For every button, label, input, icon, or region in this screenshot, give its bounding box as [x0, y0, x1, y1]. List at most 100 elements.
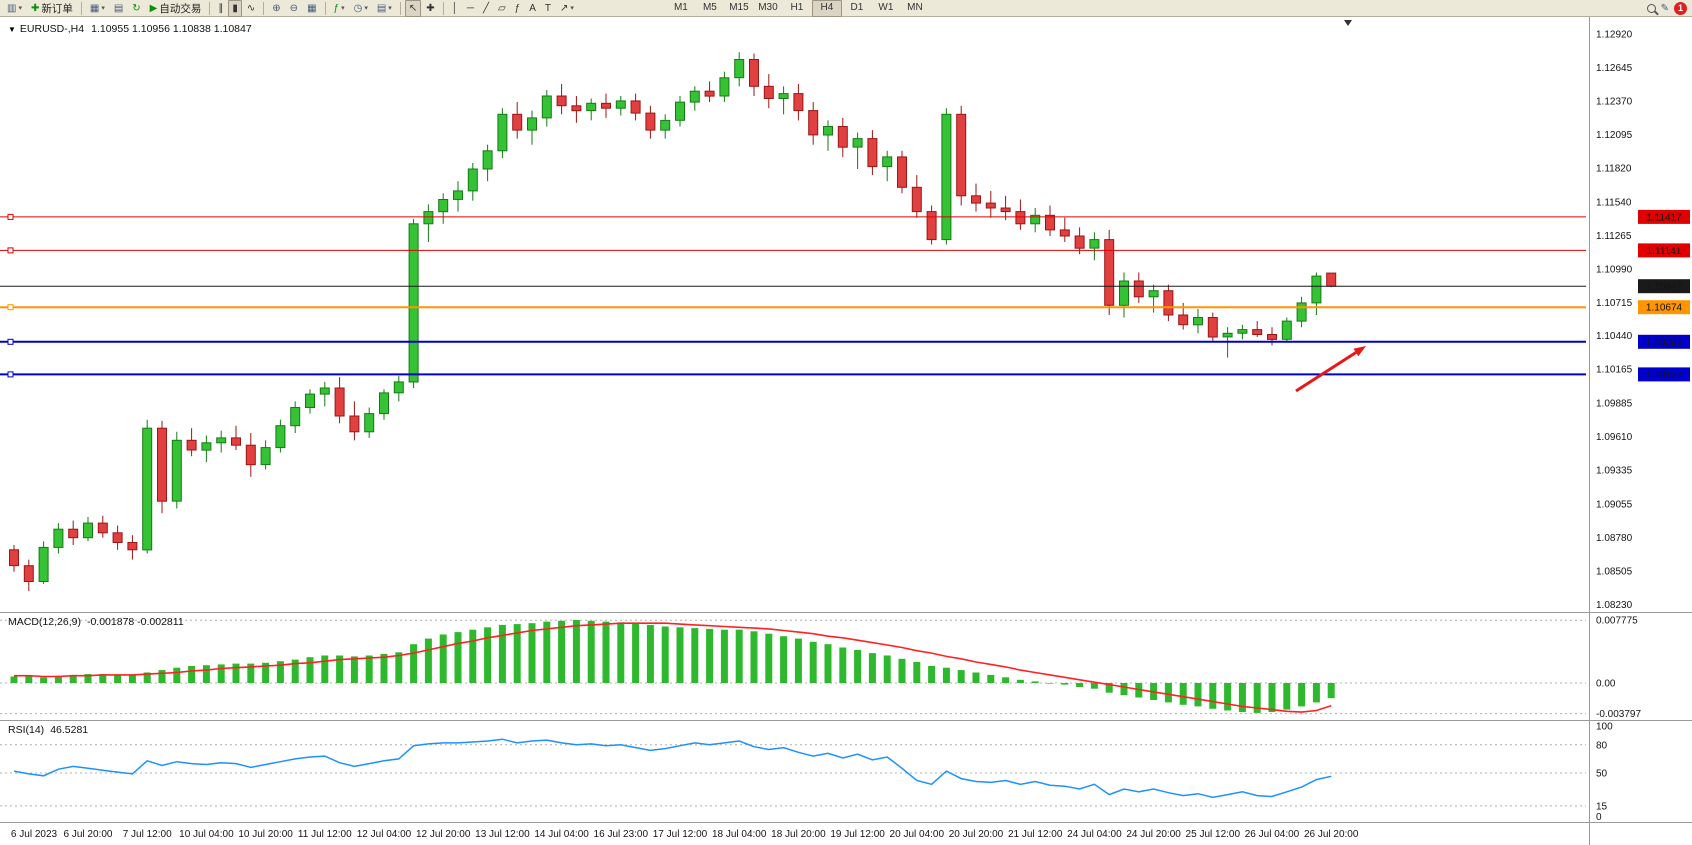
text-button[interactable]: A: [525, 0, 540, 17]
crosshair-icon: ✚: [426, 2, 435, 14]
time-axis-label: 24 Jul 20:00: [1126, 829, 1181, 840]
timeframe-w1-button[interactable]: W1: [878, 1, 894, 13]
candle-body: [1326, 272, 1337, 287]
macd-histogram-bar: [380, 653, 388, 683]
macd-histogram-bar: [661, 626, 669, 683]
search-icon[interactable]: [1646, 3, 1656, 13]
time-axis-label: 20 Jul 04:00: [890, 829, 945, 840]
candle-body: [23, 565, 34, 583]
price-badge-label: 1.10122: [1646, 370, 1683, 381]
macd-histogram-bar: [572, 620, 580, 683]
chart-title: ▼ EURUSD-,H4 1.10955 1.10956 1.10838 1.108…: [8, 23, 252, 35]
macd-histogram-bar: [824, 644, 832, 683]
trendline-button[interactable]: ╱: [479, 0, 493, 17]
macd-histogram-bar: [676, 627, 684, 683]
zoom-out-button[interactable]: ⊖: [286, 0, 302, 17]
price-badge-label: 1.10847: [1646, 282, 1683, 293]
candle-body: [157, 427, 167, 502]
fibonacci-button[interactable]: ƒ: [511, 0, 525, 17]
rsi-line: [13, 738, 1332, 799]
profiles-button[interactable]: ▦ ▾: [86, 0, 109, 17]
chevron-down-icon: ▾: [388, 5, 392, 12]
periods-button[interactable]: ◷ ▾: [350, 0, 372, 17]
candle-body: [245, 444, 256, 466]
refresh-button[interactable]: ↻: [128, 0, 144, 17]
time-axis-label: 20 Jul 20:00: [949, 829, 1004, 840]
macd-histogram-bar: [1194, 683, 1202, 707]
chevron-down-icon: ▾: [341, 5, 345, 12]
candle-body: [53, 528, 64, 548]
price-axis-label: 1.09335: [1596, 466, 1633, 477]
channel-button[interactable]: ▱: [494, 0, 510, 17]
cursor-button[interactable]: ↖: [404, 0, 422, 17]
price-badge-resistance-2: [1638, 243, 1690, 258]
indicators-button[interactable]: ƒ ▾: [330, 0, 349, 17]
macd-histogram-bar: [691, 628, 699, 683]
macd-histogram-bar: [839, 647, 847, 683]
macd-scale-label: 0.00: [1596, 679, 1616, 690]
annotation-arrow-line[interactable]: [1295, 351, 1357, 393]
notification-badge[interactable]: 1: [1674, 1, 1687, 15]
rsi-label: RSI(14) 46.5281: [8, 724, 88, 736]
annotation-arrow-head[interactable]: [1353, 346, 1367, 357]
auto-trading-label: 自动交易: [159, 2, 202, 15]
timeframe-h4-button[interactable]: H4: [811, 0, 842, 17]
market-watch-button[interactable]: ▤: [110, 0, 127, 17]
candlestick-icon: ▮: [232, 2, 238, 14]
macd-histogram-bar: [809, 641, 817, 683]
time-axis-label: 7 Jul 12:00: [123, 829, 172, 840]
vertical-line-button[interactable]: │: [448, 0, 462, 17]
timeframe-mn-button[interactable]: MN: [907, 1, 923, 13]
candle-body: [793, 93, 804, 112]
timeframe-m1-button[interactable]: M1: [673, 1, 688, 13]
price-axis-label: 1.12095: [1596, 130, 1633, 141]
candle-body: [1311, 275, 1322, 304]
bar-chart-button[interactable]: ∥: [214, 0, 227, 17]
one-click-expand-icon[interactable]: ▼: [8, 25, 16, 34]
text-label-button[interactable]: T: [541, 0, 555, 17]
crosshair-button[interactable]: ✚: [422, 0, 438, 17]
rsi-scale-label: 0: [1596, 812, 1602, 823]
macd-scale-label: 0.007775: [1596, 616, 1638, 627]
macd-histogram-bar: [1002, 677, 1010, 683]
tile-windows-button[interactable]: ▦: [303, 0, 320, 17]
timeframe-m15-button[interactable]: M15: [729, 1, 749, 13]
new-chart-button[interactable]: ▥ ▾: [3, 0, 26, 17]
templates-button[interactable]: ▤ ▾: [373, 0, 396, 17]
macd-histogram-bar: [173, 667, 181, 683]
timeframe-m5-button[interactable]: M5: [702, 1, 717, 13]
timeframe-h1-button[interactable]: H1: [790, 1, 804, 13]
auto-trading-button[interactable]: ▶ 自动交易: [146, 0, 206, 17]
macd-histogram-bar: [1164, 683, 1172, 703]
timeframe-d1-button[interactable]: D1: [850, 1, 864, 13]
candle-body: [1178, 314, 1189, 326]
time-axis-label: 24 Jul 04:00: [1067, 829, 1122, 840]
macd-histogram-bar: [454, 632, 462, 683]
candle-body: [83, 522, 93, 539]
horizontal-line-button[interactable]: ─: [463, 0, 478, 17]
macd-histogram-bar: [1209, 683, 1217, 709]
time-axis-label: 18 Jul 20:00: [771, 829, 826, 840]
price-axis-label: 1.08230: [1596, 600, 1633, 611]
chevron-down-icon: ▾: [101, 5, 105, 12]
timeframe-m30-button[interactable]: M30: [758, 1, 778, 13]
arrows-button[interactable]: ↗ ▾: [556, 0, 578, 17]
candle-body: [1281, 320, 1292, 340]
candle-body: [645, 112, 656, 131]
chart-shift-marker[interactable]: [1344, 20, 1352, 26]
macd-histogram-bar: [158, 670, 166, 683]
candlestick-chart-button[interactable]: ▮: [228, 0, 242, 17]
macd-histogram-bar: [720, 629, 728, 683]
new-order-button[interactable]: ✚ 新订单: [27, 0, 77, 17]
candle-body: [482, 150, 493, 170]
macd-name: MACD(12,26,9): [8, 616, 81, 628]
macd-histogram-bar: [1238, 683, 1246, 713]
candle-body: [823, 126, 833, 136]
line-chart-button[interactable]: ∿: [243, 0, 259, 17]
time-axis-label: 11 Jul 12:00: [298, 829, 352, 840]
macd-histogram-bar: [987, 674, 995, 683]
price-axis-label: 1.12645: [1596, 63, 1633, 74]
play-icon: ▶: [149, 2, 158, 14]
edit-icon[interactable]: ✎: [1660, 2, 1669, 14]
zoom-in-button[interactable]: ⊕: [268, 0, 284, 17]
